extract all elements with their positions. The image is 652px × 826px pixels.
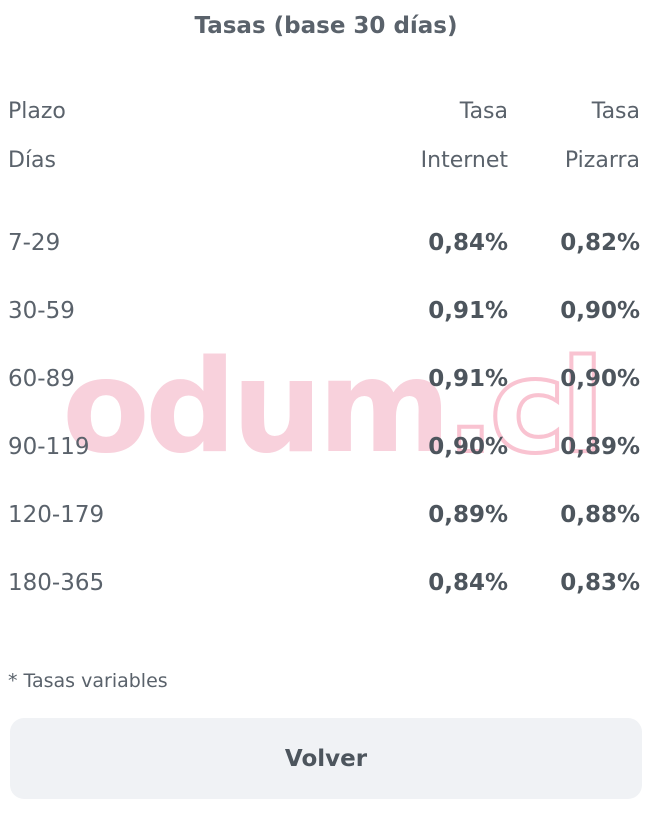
row-plazo-dias: 180-365 bbox=[8, 570, 105, 596]
row-tasa-pizarra: 0,90% bbox=[560, 366, 640, 392]
table-row: 30-59 0,91% 0,90% bbox=[8, 277, 640, 345]
volver-button[interactable]: Volver bbox=[10, 718, 642, 799]
header-pizarra-line2: Pizarra bbox=[564, 148, 640, 173]
row-plazo-dias: 7-29 bbox=[8, 230, 61, 256]
row-tasa-internet: 0,91% bbox=[428, 298, 508, 324]
row-plazo-dias: 60-89 bbox=[8, 366, 75, 392]
header-plazo-line1: Plazo bbox=[8, 99, 66, 124]
header-tasa-pizarra: Tasa Pizarra bbox=[508, 87, 640, 185]
header-plazo-line2: Días bbox=[8, 148, 56, 173]
row-tasa-pizarra: 0,82% bbox=[560, 230, 640, 256]
row-tasa-internet: 0,89% bbox=[428, 502, 508, 528]
row-tasa-internet: 0,90% bbox=[428, 434, 508, 460]
table-row: 7-29 0,84% 0,82% bbox=[8, 209, 640, 277]
header-tasa-internet: Tasa Internet bbox=[388, 87, 508, 185]
page-content: Tasas (base 30 días) Plazo Días Tasa Inter… bbox=[0, 13, 652, 799]
row-tasa-pizarra: 0,89% bbox=[560, 434, 640, 460]
table-header-row: Plazo Días Tasa Internet Tasa Pizarra bbox=[8, 87, 640, 185]
header-plazo-dias: Plazo Días bbox=[8, 87, 388, 185]
row-tasa-internet: 0,91% bbox=[428, 366, 508, 392]
table-body: 7-29 0,84% 0,82% 30-59 0,91% 0,90% 60-89 0,91% 0… bbox=[8, 209, 640, 617]
page-title: Tasas (base 30 días) bbox=[194, 13, 458, 39]
header-internet-line2: Internet bbox=[420, 148, 508, 173]
row-tasa-pizarra: 0,83% bbox=[560, 570, 640, 596]
header-internet-line1: Tasa bbox=[459, 99, 508, 124]
row-plazo-dias: 30-59 bbox=[8, 298, 75, 324]
row-tasa-internet: 0,84% bbox=[428, 570, 508, 596]
row-tasa-pizarra: 0,90% bbox=[560, 298, 640, 324]
footnote: * Tasas variables bbox=[8, 670, 168, 692]
table-row: 90-119 0,90% 0,89% bbox=[8, 413, 640, 481]
table-row: 180-365 0,84% 0,83% bbox=[8, 549, 640, 617]
row-plazo-dias: 120-179 bbox=[8, 502, 105, 528]
row-tasa-pizarra: 0,88% bbox=[560, 502, 640, 528]
row-tasa-internet: 0,84% bbox=[428, 230, 508, 256]
table-row: 120-179 0,89% 0,88% bbox=[8, 481, 640, 549]
table-row: 60-89 0,91% 0,90% bbox=[8, 345, 640, 413]
header-pizarra-line1: Tasa bbox=[591, 99, 640, 124]
row-plazo-dias: 90-119 bbox=[8, 434, 90, 460]
rates-table: Plazo Días Tasa Internet Tasa Pizarra 7-29 0… bbox=[0, 87, 652, 617]
